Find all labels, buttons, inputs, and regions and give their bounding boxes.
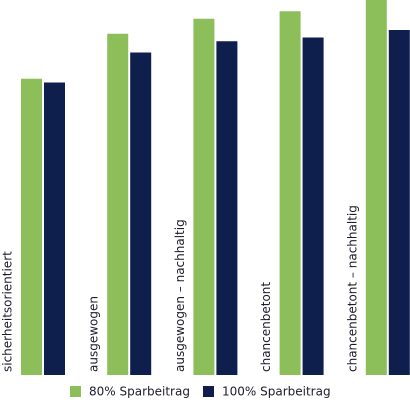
legend-swatch [70, 386, 81, 397]
legend-label: 80% Sparbeitrag [89, 385, 190, 399]
category-label: ausgewogen [87, 296, 101, 372]
category-label: chancenbetont [259, 282, 273, 372]
bar [21, 78, 42, 375]
bar [107, 33, 129, 375]
category-label: chancenbetont – nachhaltig [345, 205, 359, 372]
bar [130, 52, 152, 375]
bar [279, 11, 301, 375]
bar [302, 37, 324, 375]
legend-swatch [203, 386, 214, 397]
category-label: sicherheitsorientiert [1, 251, 15, 372]
bar [44, 82, 65, 375]
bar [388, 30, 410, 375]
category-label: ausgewogen – nachhaltig [173, 219, 187, 372]
bar [365, 0, 387, 375]
bar [216, 41, 238, 375]
bar [193, 18, 215, 375]
legend-label: 100% Sparbeitrag [222, 385, 331, 399]
